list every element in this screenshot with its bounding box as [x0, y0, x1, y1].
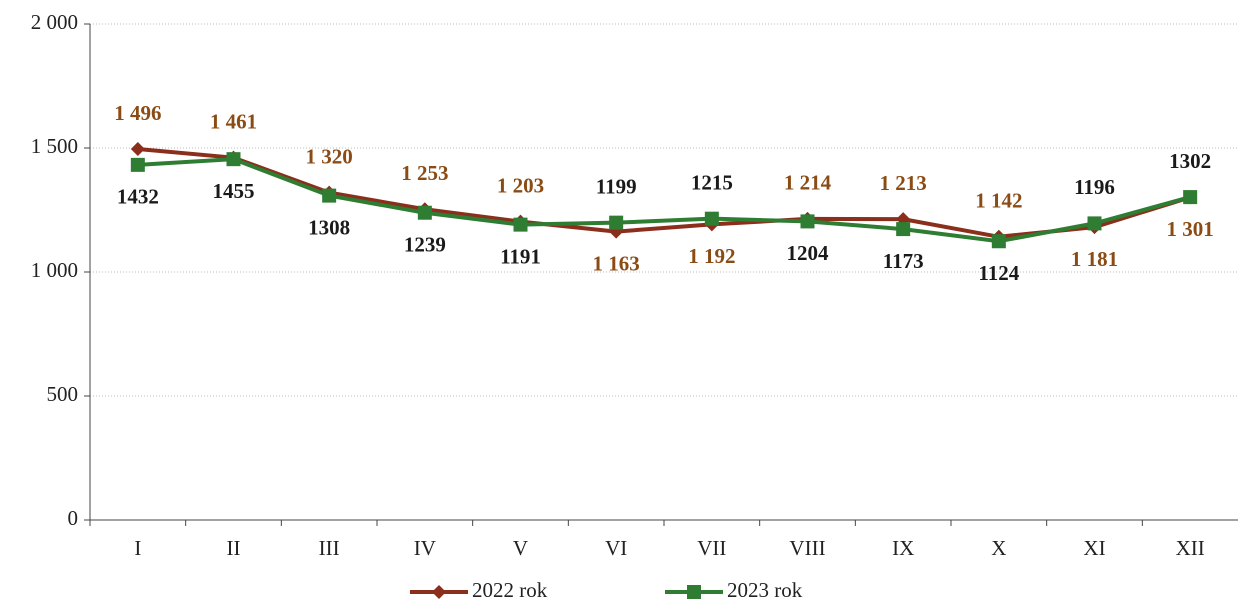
- marker: [226, 152, 241, 167]
- marker: [800, 214, 815, 229]
- data-label: 1 213: [880, 171, 927, 195]
- marker: [322, 188, 337, 203]
- x-tick-label: VI: [605, 536, 627, 560]
- y-tick-label: 2 000: [31, 10, 78, 34]
- data-label: 1 320: [306, 144, 353, 168]
- x-tick-label: VII: [697, 536, 726, 560]
- marker: [991, 234, 1006, 249]
- x-tick-label: V: [513, 536, 528, 560]
- marker: [896, 222, 911, 237]
- marker: [513, 217, 528, 232]
- legend-label: 2022 rok: [472, 578, 548, 602]
- data-label: 1204: [787, 241, 830, 265]
- marker: [417, 205, 432, 220]
- data-label: 1 163: [593, 251, 640, 275]
- x-tick-label: II: [227, 536, 241, 560]
- marker: [1087, 216, 1102, 231]
- y-tick-label: 1 000: [31, 258, 78, 282]
- data-label: 1 253: [401, 161, 448, 185]
- data-label: 1215: [691, 170, 733, 194]
- data-label: 1173: [883, 249, 924, 273]
- x-tick-label: X: [991, 536, 1006, 560]
- y-tick-label: 500: [47, 382, 79, 406]
- marker: [130, 141, 145, 156]
- x-tick-label: VIII: [789, 536, 825, 560]
- marker: [130, 157, 145, 172]
- x-tick-label: IX: [892, 536, 914, 560]
- marker: [609, 215, 624, 230]
- series-line: [137, 157, 1191, 244]
- legend-label: 2023 rok: [727, 578, 803, 602]
- y-tick-label: 1 500: [31, 134, 78, 158]
- data-label: 1196: [1074, 175, 1115, 199]
- marker: [704, 211, 719, 226]
- x-tick-label: XII: [1176, 536, 1205, 560]
- x-tick-label: I: [134, 536, 141, 560]
- x-tick-label: III: [319, 536, 340, 560]
- series-line: [137, 147, 1191, 239]
- y-tick-label: 0: [68, 506, 79, 530]
- data-label: 1 496: [114, 101, 161, 125]
- data-label: 1308: [308, 215, 350, 239]
- data-label: 1 214: [784, 171, 832, 195]
- x-tick-label: IV: [414, 536, 436, 560]
- data-label: 1455: [213, 179, 255, 203]
- data-label: 1302: [1169, 149, 1211, 173]
- data-label: 1239: [404, 233, 446, 257]
- data-label: 1191: [500, 244, 541, 268]
- data-label: 1199: [596, 174, 637, 198]
- data-label: 1 192: [688, 244, 735, 268]
- legend-marker: [687, 585, 701, 599]
- data-label: 1 181: [1071, 247, 1118, 271]
- data-label: 1124: [978, 261, 1019, 285]
- x-tick-label: XI: [1083, 536, 1105, 560]
- data-label: 1 203: [497, 173, 544, 197]
- data-label: 1 301: [1167, 217, 1214, 241]
- data-label: 1 461: [210, 109, 257, 133]
- legend-marker: [432, 585, 446, 599]
- data-label: 1432: [117, 185, 159, 209]
- marker: [1183, 190, 1198, 205]
- data-label: 1 142: [975, 189, 1022, 213]
